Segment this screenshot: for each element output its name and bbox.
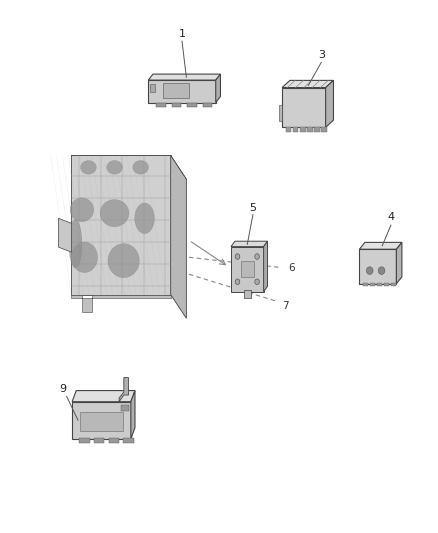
Polygon shape (71, 156, 171, 295)
Bar (307, 127, 313, 132)
Circle shape (235, 254, 240, 260)
Polygon shape (231, 241, 268, 247)
Polygon shape (231, 247, 264, 292)
Circle shape (255, 254, 259, 260)
Text: 1: 1 (179, 28, 186, 38)
Polygon shape (119, 377, 128, 402)
Polygon shape (71, 156, 186, 179)
Bar (163, 83, 189, 98)
Polygon shape (282, 87, 325, 127)
Text: 7: 7 (282, 301, 289, 311)
Polygon shape (72, 391, 135, 402)
Bar (384, 283, 389, 287)
Ellipse shape (107, 160, 122, 174)
Bar (172, 102, 181, 107)
Ellipse shape (108, 244, 139, 278)
Polygon shape (359, 243, 402, 249)
Polygon shape (148, 74, 220, 80)
Bar (80, 412, 123, 431)
Ellipse shape (71, 242, 98, 272)
Text: 9: 9 (59, 384, 66, 394)
Polygon shape (72, 402, 131, 439)
Polygon shape (131, 391, 135, 439)
Bar (370, 283, 375, 287)
Polygon shape (171, 156, 186, 318)
Ellipse shape (378, 267, 385, 274)
Bar (123, 438, 134, 443)
Bar (377, 283, 382, 287)
Bar (109, 438, 119, 443)
Text: 4: 4 (387, 213, 395, 222)
Bar (300, 127, 306, 132)
Polygon shape (282, 80, 333, 87)
Bar (293, 127, 298, 132)
Ellipse shape (100, 199, 129, 227)
Bar (79, 438, 90, 443)
Ellipse shape (367, 267, 373, 274)
Polygon shape (359, 249, 396, 284)
Polygon shape (264, 241, 268, 292)
Bar (321, 127, 327, 132)
Bar (391, 283, 396, 287)
Text: 5: 5 (250, 203, 256, 213)
Bar (187, 102, 197, 107)
Bar (241, 261, 254, 277)
Bar (150, 84, 155, 92)
Polygon shape (325, 80, 333, 127)
Circle shape (255, 279, 259, 285)
Bar (286, 127, 291, 132)
Polygon shape (58, 218, 71, 252)
Text: 6: 6 (288, 263, 294, 272)
Ellipse shape (133, 160, 148, 174)
Polygon shape (396, 243, 402, 284)
Bar (314, 127, 320, 132)
Bar (244, 290, 251, 298)
Polygon shape (148, 80, 216, 102)
Bar (121, 406, 128, 411)
Ellipse shape (70, 198, 94, 222)
Ellipse shape (135, 203, 154, 233)
Bar (203, 102, 212, 107)
Bar (156, 102, 166, 107)
Bar (279, 106, 282, 122)
Text: 3: 3 (318, 50, 325, 60)
Circle shape (235, 279, 240, 285)
Bar (363, 283, 368, 287)
Ellipse shape (81, 160, 96, 174)
Bar (94, 438, 104, 443)
Polygon shape (71, 295, 171, 312)
Polygon shape (216, 74, 220, 102)
Ellipse shape (69, 220, 82, 268)
